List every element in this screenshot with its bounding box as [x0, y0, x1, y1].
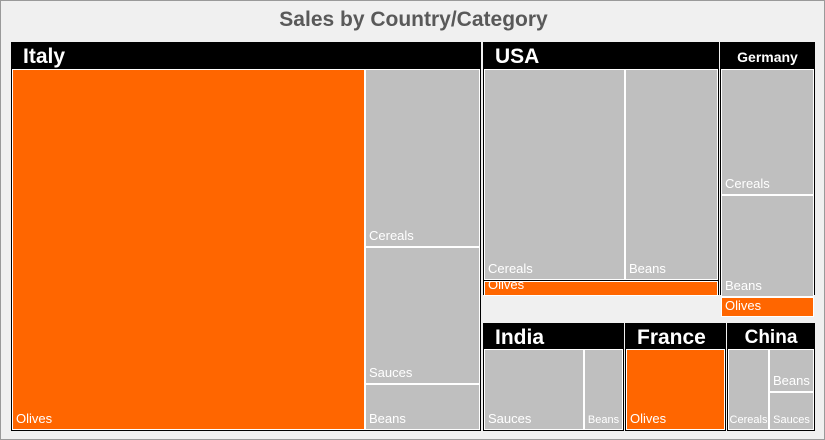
- cell-label: Olives: [725, 298, 762, 313]
- cell-label: Olives: [16, 411, 53, 426]
- cell-label: Sauces: [488, 411, 532, 426]
- cell-label: Cereals: [725, 176, 770, 191]
- treemap-cell-germany-olives[interactable]: Olives: [721, 297, 814, 317]
- country-label-france: France: [637, 326, 706, 349]
- country-label-usa: USA: [495, 45, 540, 68]
- country-panel-germany: Germany Cereals Beans Olives: [720, 42, 815, 317]
- treemap-cell-india-beans[interactable]: Beans: [584, 349, 623, 430]
- treemap-cell-usa-olives[interactable]: Olives: [484, 281, 718, 296]
- country-panel-france: France Olives: [625, 323, 726, 431]
- country-label-india: India: [495, 326, 545, 349]
- cell-label: Cereals: [369, 228, 414, 243]
- country-panel-india: India Sauces Beans: [483, 323, 624, 431]
- chart-title: Sales by Country/Category: [279, 8, 548, 31]
- treemap-cell-france-olives[interactable]: Olives: [626, 349, 725, 430]
- country-label-china: China: [744, 327, 798, 348]
- treemap-cell-china-sauces[interactable]: Sauces: [769, 392, 814, 430]
- cell-label: Beans: [725, 278, 762, 293]
- country-panel-italy: Italy Olives Cereals Sauces Beans: [11, 42, 481, 431]
- treemap-cell-usa-cereals[interactable]: Cereals: [484, 69, 625, 280]
- cell-label: Olives: [488, 282, 525, 292]
- country-label-italy: Italy: [23, 45, 66, 68]
- country-panel-china: China Cereals Beans Sauces: [727, 323, 815, 431]
- treemap-cell-germany-cereals[interactable]: Cereals: [721, 69, 814, 195]
- cell-label: Beans: [369, 411, 406, 426]
- treemap-cell-china-beans[interactable]: Beans: [769, 349, 814, 392]
- cell-label: Beans: [629, 261, 666, 276]
- country-panel-usa: USA Cereals Beans Olives: [483, 42, 719, 296]
- treemap-cell-usa-beans[interactable]: Beans: [625, 69, 718, 280]
- treemap-cell-india-sauces[interactable]: Sauces: [484, 349, 584, 430]
- cell-label: Beans: [773, 373, 810, 388]
- cell-label: Olives: [630, 411, 667, 426]
- country-label-germany: Germany: [737, 49, 798, 65]
- treemap-cell-italy-sauces[interactable]: Sauces: [365, 247, 480, 384]
- treemap-cell-china-cereals[interactable]: Cereals: [728, 349, 769, 430]
- treemap-cell-italy-cereals[interactable]: Cereals: [365, 69, 480, 247]
- cell-label: Cereals: [488, 261, 533, 276]
- treemap-cell-germany-beans[interactable]: Beans: [721, 195, 814, 297]
- cell-label: Beans: [587, 414, 620, 426]
- treemap-cell-italy-beans[interactable]: Beans: [365, 384, 480, 430]
- cell-label: Sauces: [773, 414, 810, 426]
- cell-label: Sauces: [369, 365, 413, 380]
- treemap-cell-italy-olives[interactable]: Olives: [12, 69, 365, 430]
- cell-label: Cereals: [729, 414, 768, 426]
